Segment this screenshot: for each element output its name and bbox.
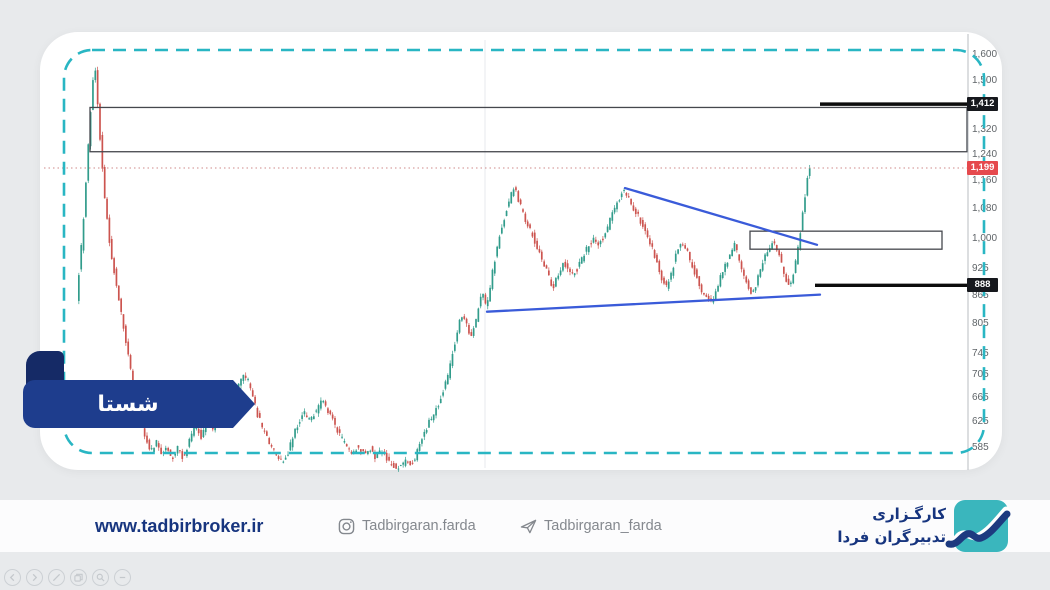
y-axis-tick: 865 — [972, 289, 989, 301]
y-axis-tick: 1,160 — [972, 174, 998, 186]
broker-logo — [945, 498, 1011, 554]
website-link[interactable]: www.tadbirbroker.ir — [95, 515, 264, 536]
y-axis-tick: 805 — [972, 317, 989, 329]
draw-icon[interactable] — [48, 569, 65, 586]
y-axis-tick: 1,600 — [972, 49, 998, 61]
arrow-left-icon[interactable] — [4, 569, 21, 586]
y-axis-tick: 585 — [972, 442, 989, 454]
banner-fold — [26, 351, 64, 385]
drawing-toolbar — [4, 569, 131, 586]
price-badge: 888 — [967, 278, 998, 293]
y-axis-tick: 665 — [972, 392, 989, 404]
y-axis-tick: 625 — [972, 416, 989, 428]
banner-arrow — [233, 380, 255, 428]
y-axis-tick: 1,320 — [972, 124, 998, 136]
y-axis-tick: 705 — [972, 369, 989, 381]
y-axis-tick: 1,500 — [972, 74, 998, 86]
brand-line1: کارگـزاری — [872, 504, 946, 523]
telegram-text: Tadbirgaran_farda — [544, 518, 662, 534]
telegram-handle[interactable]: Tadbirgaran_farda — [520, 500, 662, 552]
zoom-in-icon[interactable] — [92, 569, 109, 586]
instagram-text: Tadbirgaran.farda — [362, 518, 476, 534]
arrow-right-icon[interactable] — [26, 569, 43, 586]
y-axis-tick: 1,240 — [972, 148, 998, 160]
instagram-icon — [338, 518, 355, 535]
symbol-banner: شستا — [23, 351, 255, 428]
zoom-out-icon[interactable] — [114, 569, 131, 586]
y-axis-tick: 925 — [972, 263, 989, 275]
price-badge: 1,199 — [967, 161, 998, 175]
symbol-label: شستا — [97, 391, 159, 417]
copy-icon[interactable] — [70, 569, 87, 586]
brand-line2: تدبیرگران فردا — [837, 528, 946, 546]
footer-bar: www.tadbirbroker.ir Tadbirgaran.farda Ta… — [0, 500, 1050, 552]
telegram-icon — [520, 518, 537, 535]
y-axis-tick: 745 — [972, 347, 989, 359]
instagram-handle[interactable]: Tadbirgaran.farda — [338, 500, 476, 552]
brand-name: کارگـزاری تدبیرگران فردا — [837, 500, 946, 552]
y-axis-tick: 1,000 — [972, 232, 998, 244]
price-badge: 1,412 — [967, 97, 998, 112]
banner-body: شستا — [23, 380, 233, 428]
y-axis-tick: 1,080 — [972, 202, 998, 214]
